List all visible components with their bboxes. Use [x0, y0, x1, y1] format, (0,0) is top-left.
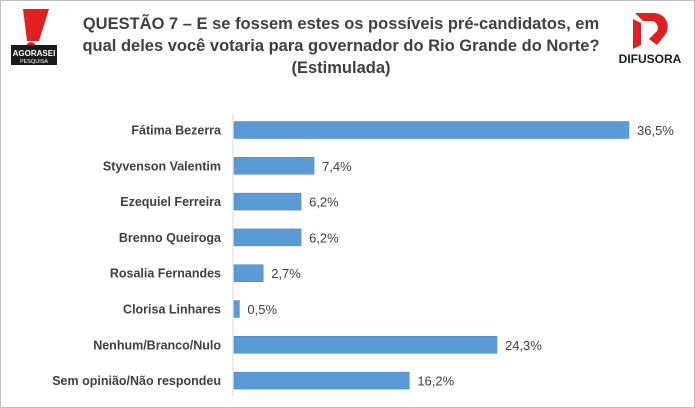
bar	[233, 192, 302, 211]
bar	[233, 228, 302, 247]
category-label: Ezequiel Ferreira	[120, 195, 222, 209]
chart-title-line3: (Estimulada)	[291, 59, 391, 77]
data-label: 24,3%	[505, 338, 542, 353]
data-label: 0,5%	[247, 302, 277, 317]
bar	[233, 264, 264, 282]
data-label: 16,2%	[417, 374, 454, 389]
chart-title-line1: QUESTÃO 7 – E se fossem estes os possíve…	[82, 15, 600, 33]
bar	[233, 157, 315, 175]
agorasei-logo-line2: PESQUISA	[20, 59, 48, 65]
bar	[233, 121, 630, 139]
category-label: Styvenson Valentim	[103, 159, 221, 173]
bar	[233, 371, 410, 390]
data-label: 2,7%	[271, 266, 301, 281]
agorasei-logo-icon: AGORASEI PESQUISA	[9, 7, 59, 65]
category-label: Fátima Bezerra	[131, 124, 222, 138]
difusora-logo-text: DIFUSORA	[619, 52, 682, 66]
data-label: 6,2%	[309, 230, 339, 245]
category-label: Clorisa Linhares	[123, 303, 221, 317]
category-label: Nenhum/Branco/Nulo	[93, 338, 221, 352]
category-label: Rosalia Fernandes	[110, 267, 221, 281]
bar	[233, 336, 498, 354]
difusora-logo-icon: DIFUSORA	[611, 9, 689, 67]
chart-title: QUESTÃO 7 – E se fossem estes os possíve…	[76, 13, 606, 79]
agorasei-logo-line1: AGORASEI	[13, 49, 56, 58]
chart-title-line2: qual deles você votaria para governador …	[82, 37, 600, 55]
bar	[233, 300, 240, 318]
data-label: 36,5%	[637, 123, 674, 138]
category-label: Sem opinião/Não respondeu	[52, 374, 221, 388]
category-label: Brenno Queiroga	[119, 231, 222, 245]
data-label: 7,4%	[322, 159, 352, 174]
data-label: 6,2%	[309, 195, 339, 210]
